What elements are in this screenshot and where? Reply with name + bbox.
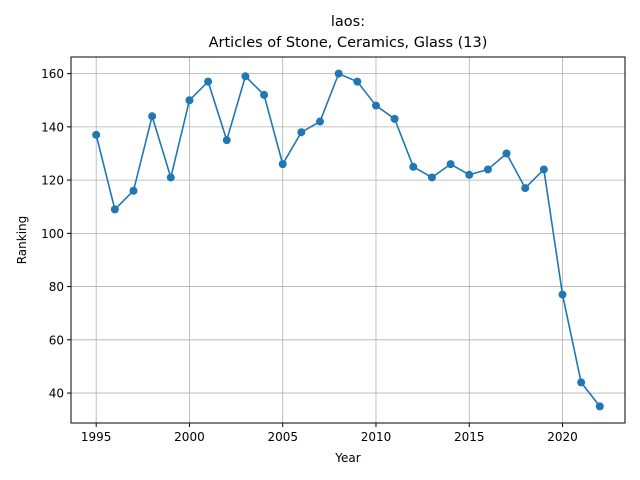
series-layer — [92, 69, 604, 411]
chart-title: laos: — [331, 14, 365, 30]
data-point — [427, 173, 436, 182]
data-point — [297, 128, 306, 137]
data-point — [222, 136, 231, 145]
y-tick-label: 100 — [41, 227, 64, 241]
data-point — [521, 184, 530, 193]
data-point — [577, 378, 586, 387]
y-axis-label: Ranking — [15, 216, 29, 265]
data-point — [129, 186, 138, 195]
data-point — [260, 90, 269, 99]
y-tick-label: 140 — [41, 120, 64, 134]
data-point — [241, 72, 250, 81]
data-point — [204, 77, 213, 86]
data-point — [185, 96, 194, 105]
data-point — [334, 69, 343, 78]
data-point — [409, 162, 418, 171]
x-axis-label: Year — [334, 451, 360, 465]
x-tick-label: 2015 — [454, 430, 485, 444]
data-point — [353, 77, 362, 86]
y-tick-label: 60 — [49, 333, 64, 347]
y-tick-label: 40 — [49, 387, 64, 401]
data-point — [502, 149, 511, 158]
data-point — [110, 205, 119, 214]
x-tick-label: 2010 — [361, 430, 392, 444]
data-point — [465, 170, 474, 179]
x-tick-label: 2000 — [174, 430, 205, 444]
data-point — [278, 160, 287, 169]
data-point — [558, 290, 567, 299]
y-tick-label: 120 — [41, 174, 64, 188]
plot-frame — [70, 56, 626, 424]
data-point — [166, 173, 175, 182]
data-point — [92, 130, 101, 139]
y-tick-label: 80 — [49, 280, 64, 294]
x-tick-label: 2020 — [547, 430, 578, 444]
data-point — [483, 165, 492, 174]
data-point — [595, 402, 604, 411]
y-tick-label: 160 — [41, 67, 64, 81]
data-point — [148, 112, 157, 121]
x-tick-label: 1995 — [81, 430, 112, 444]
data-point — [316, 117, 325, 126]
series-line — [95, 72, 601, 407]
data-point — [446, 160, 455, 169]
x-tick-label: 2005 — [267, 430, 298, 444]
chart-subtitle: Articles of Stone, Ceramics, Glass (13) — [209, 35, 488, 51]
data-point — [390, 114, 399, 123]
data-point — [371, 101, 380, 110]
grid-layer — [71, 57, 625, 423]
ticks-layer: 1995 2000 2005 2010 2015 2020 40 60 80 100 120 140 1… — [41, 67, 578, 444]
data-point — [539, 165, 548, 174]
